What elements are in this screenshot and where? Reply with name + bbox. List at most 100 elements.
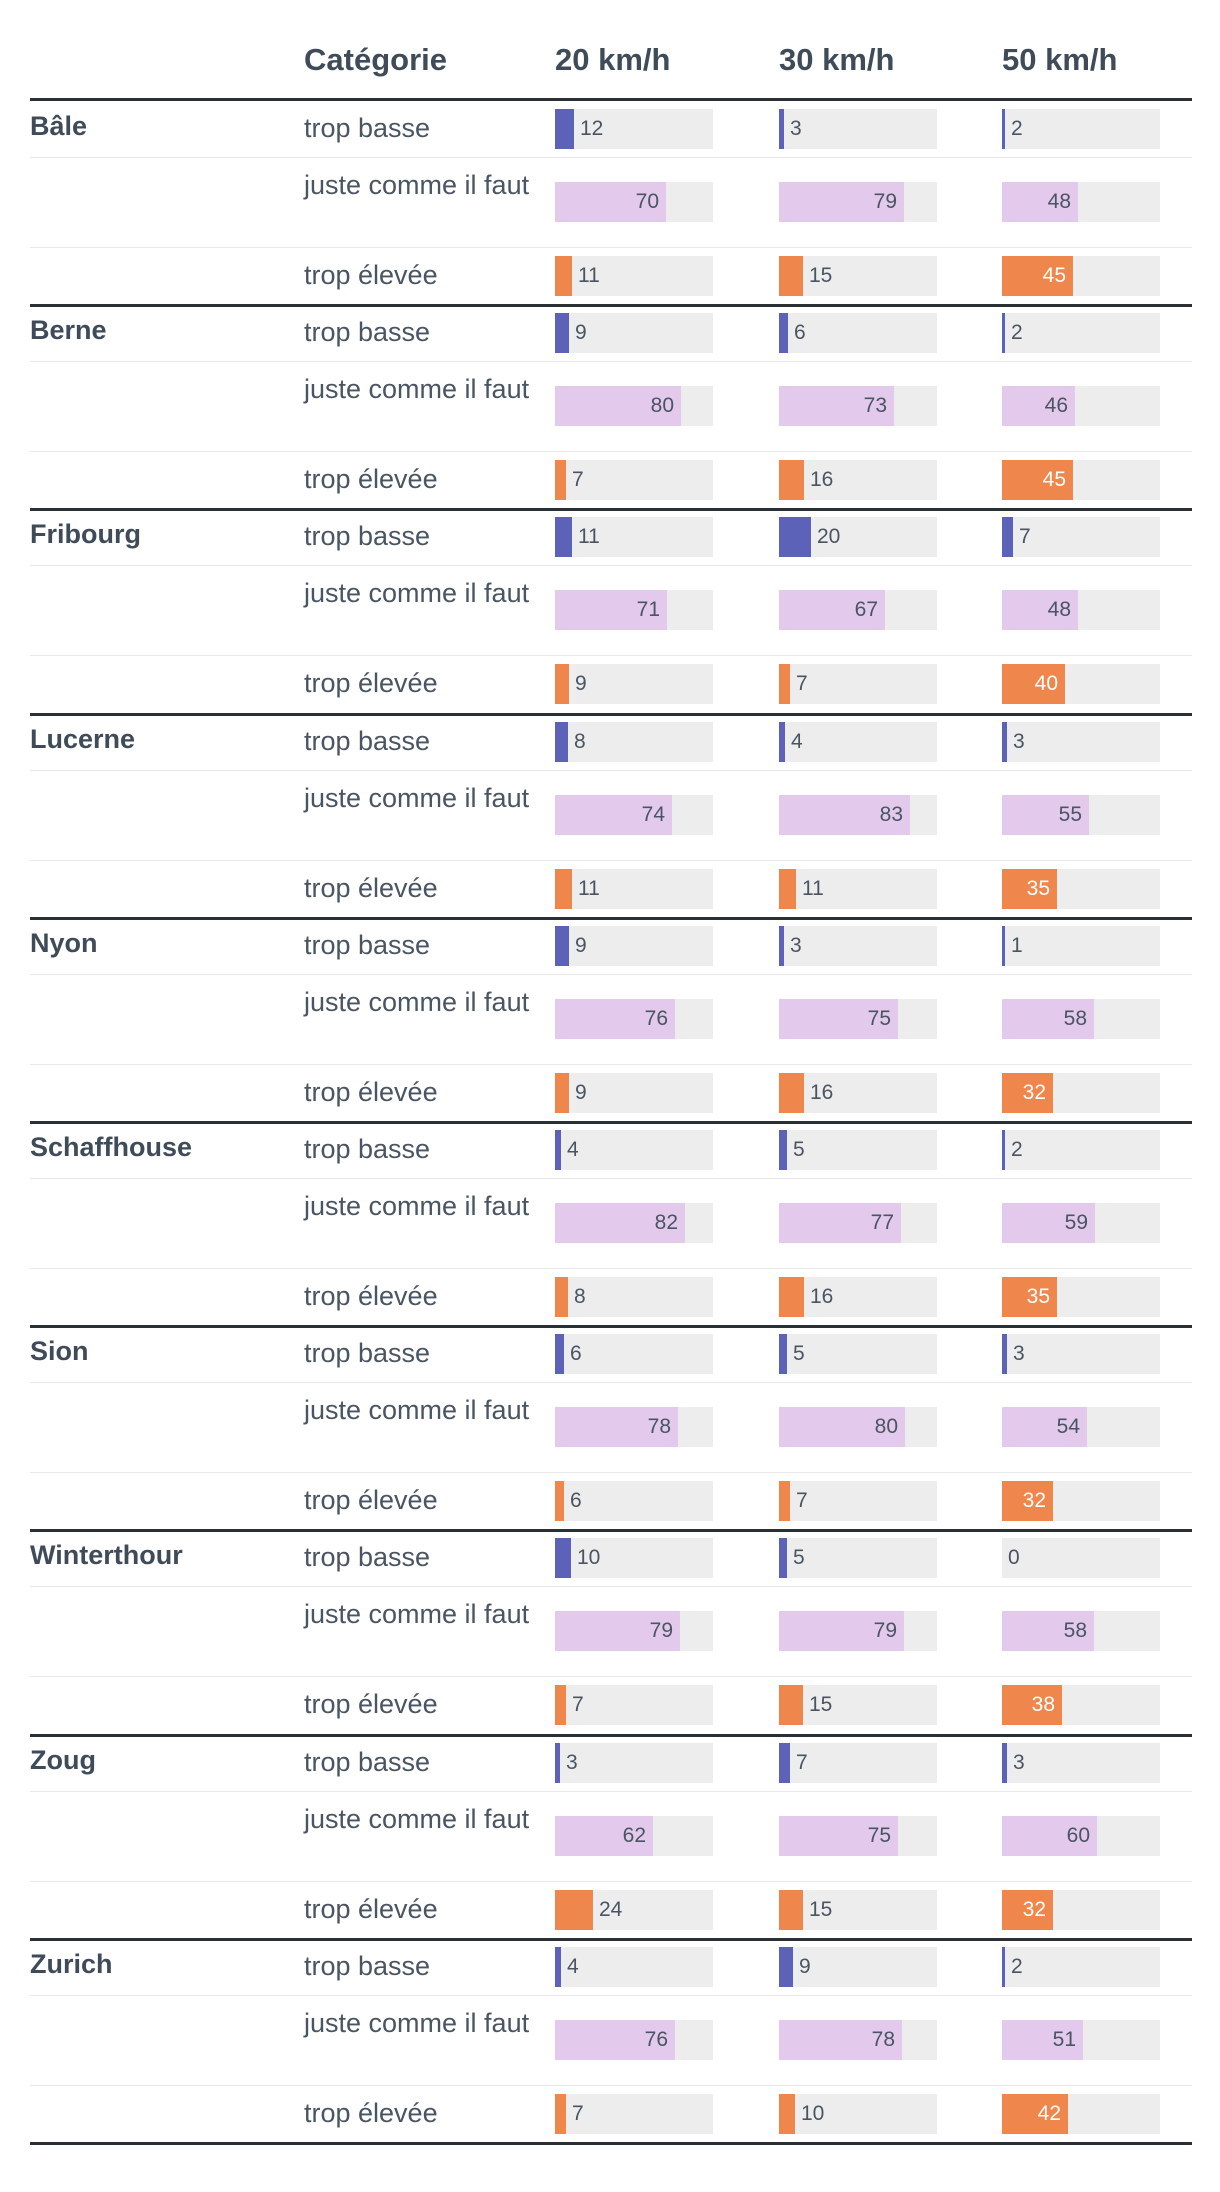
bar-track-nyon-trop-elevee-2: 32 <box>1002 1072 1160 1113</box>
header-rule <box>30 98 1192 101</box>
value-label: 7 <box>796 672 808 696</box>
bar-schaffhouse-trop-basse-2 <box>1002 1130 1005 1170</box>
category-label: trop basse <box>304 725 431 756</box>
bar-track-fribourg-trop-basse-0: 11 <box>555 517 713 558</box>
bar-track-berne-trop-elevee-0: 7 <box>555 460 713 501</box>
group-rule <box>30 1733 1192 1737</box>
city-label-berne: Berne <box>30 315 107 346</box>
row-separator <box>30 1472 1192 1474</box>
bar-lucerne-juste-comme-il-faut-0 <box>555 794 672 835</box>
value-label: 11 <box>578 876 600 900</box>
bar-track-sion-trop-elevee-2: 32 <box>1002 1481 1160 1522</box>
value-label: 0 <box>1008 1546 1020 1570</box>
bar-track-lucerne-trop-basse-2: 3 <box>1002 721 1160 762</box>
bar-track-nyon-juste-comme-il-faut-0: 76 <box>555 998 713 1039</box>
bar-berne-juste-comme-il-faut-1 <box>779 386 894 427</box>
bar-winterthour-juste-comme-il-faut-0 <box>555 1611 680 1652</box>
group-rule <box>30 508 1192 512</box>
value-label: 2 <box>1011 1954 1023 1978</box>
bar-fribourg-trop-elevee-2 <box>1002 664 1065 705</box>
bar-berne-trop-basse-2 <box>1002 313 1005 354</box>
header-50-kmh: 50 km/h <box>1002 42 1118 77</box>
bar-track-zoug-juste-comme-il-faut-0: 62 <box>555 1815 713 1856</box>
bar-track-bale-trop-basse-2: 2 <box>1002 109 1160 149</box>
bar-track-sion-juste-comme-il-faut-2: 54 <box>1002 1407 1160 1448</box>
value-label: 2 <box>1011 321 1023 345</box>
bar-track-bale-juste-comme-il-faut-1: 79 <box>779 182 937 222</box>
bar-sion-juste-comme-il-faut-2 <box>1002 1407 1087 1448</box>
value-label: 60 <box>1066 1823 1090 1847</box>
row-separator <box>30 1676 1192 1678</box>
bar-track-lucerne-juste-comme-il-faut-0: 74 <box>555 794 713 835</box>
group-rule <box>30 916 1192 920</box>
row-separator <box>30 1063 1192 1065</box>
bar-zurich-trop-basse-1 <box>779 1946 793 1987</box>
bar-track-bale-trop-basse-1: 3 <box>779 109 937 149</box>
bar-track-winterthour-juste-comme-il-faut-2: 58 <box>1002 1611 1160 1652</box>
value-label: 55 <box>1058 802 1082 826</box>
bar-berne-juste-comme-il-faut-0 <box>555 386 681 427</box>
bar-bale-trop-basse-0 <box>555 109 574 149</box>
value-label: 73 <box>863 394 887 418</box>
value-label: 16 <box>810 1285 834 1308</box>
row-separator <box>30 655 1192 657</box>
bar-track-fribourg-trop-basse-1: 20 <box>779 517 937 558</box>
bar-track-sion-trop-elevee-0: 6 <box>555 1481 713 1522</box>
value-label: 51 <box>1052 2027 1076 2051</box>
row-separator <box>30 565 1192 567</box>
category-label: juste comme il faut <box>304 374 530 405</box>
bar-track-schaffhouse-juste-comme-il-faut-2: 59 <box>1002 1203 1160 1243</box>
bar-nyon-trop-elevee-1 <box>779 1072 804 1113</box>
bar-zoug-trop-basse-2 <box>1002 1742 1007 1783</box>
bar-track-fribourg-trop-elevee-2: 40 <box>1002 664 1160 705</box>
value-label: 4 <box>791 729 803 753</box>
bar-berne-trop-elevee-1 <box>779 460 804 501</box>
bar-lucerne-trop-basse-2 <box>1002 721 1007 762</box>
value-label: 7 <box>572 1693 584 1717</box>
value-label: 77 <box>870 1211 894 1234</box>
bar-berne-trop-basse-1 <box>779 313 788 354</box>
bar-track-winterthour-trop-elevee-2: 38 <box>1002 1685 1160 1726</box>
value-label: 76 <box>644 2027 668 2051</box>
category-label: juste comme il faut <box>304 2007 530 2038</box>
bar-zurich-trop-elevee-0 <box>555 2093 566 2134</box>
category-label: trop élevée <box>304 260 438 290</box>
value-label: 9 <box>575 321 587 345</box>
category-label: juste comme il faut <box>304 1803 530 1834</box>
value-label: 59 <box>1064 1211 1088 1234</box>
city-label-lucerne: Lucerne <box>30 723 136 754</box>
bar-track-schaffhouse-trop-basse-1: 5 <box>779 1130 937 1170</box>
bar-winterthour-trop-elevee-2 <box>1002 1685 1062 1726</box>
category-label: trop basse <box>304 1950 431 1981</box>
value-label: 35 <box>1026 1285 1050 1308</box>
bar-track-sion-trop-basse-1: 5 <box>779 1334 937 1375</box>
value-label: 48 <box>1047 190 1071 213</box>
bar-nyon-juste-comme-il-faut-1 <box>779 998 898 1039</box>
value-label: 3 <box>1013 1750 1025 1774</box>
city-label-bale: Bâle <box>30 111 88 141</box>
category-label: trop élevée <box>304 1689 438 1720</box>
value-label: 4 <box>567 1138 579 1161</box>
bar-schaffhouse-juste-comme-il-faut-0 <box>555 1203 685 1243</box>
value-label: 7 <box>572 468 584 492</box>
bar-fribourg-juste-comme-il-faut-1 <box>779 590 885 631</box>
bar-track-sion-juste-comme-il-faut-0: 78 <box>555 1407 713 1448</box>
bar-track-zoug-juste-comme-il-faut-2: 60 <box>1002 1815 1160 1856</box>
value-label: 9 <box>799 1954 811 1978</box>
value-label: 40 <box>1034 672 1058 696</box>
bar-sion-trop-elevee-0 <box>555 1481 564 1522</box>
value-label: 76 <box>644 1006 668 1030</box>
value-label: 83 <box>879 802 903 826</box>
bar-track-zoug-trop-elevee-2: 32 <box>1002 1889 1160 1930</box>
bar-track-berne-trop-basse-1: 6 <box>779 313 937 354</box>
bar-track-bale-trop-basse-0: 12 <box>555 109 713 149</box>
value-label: 2 <box>1011 1138 1023 1161</box>
bar-zurich-trop-elevee-2 <box>1002 2093 1068 2134</box>
value-label: 11 <box>578 525 600 549</box>
bar-track-zurich-trop-elevee-0: 7 <box>555 2093 713 2134</box>
value-label: 16 <box>810 468 834 492</box>
bar-schaffhouse-trop-basse-0 <box>555 1130 561 1170</box>
bar-track-winterthour-trop-elevee-0: 7 <box>555 1685 713 1726</box>
bar-sion-juste-comme-il-faut-0 <box>555 1407 678 1448</box>
